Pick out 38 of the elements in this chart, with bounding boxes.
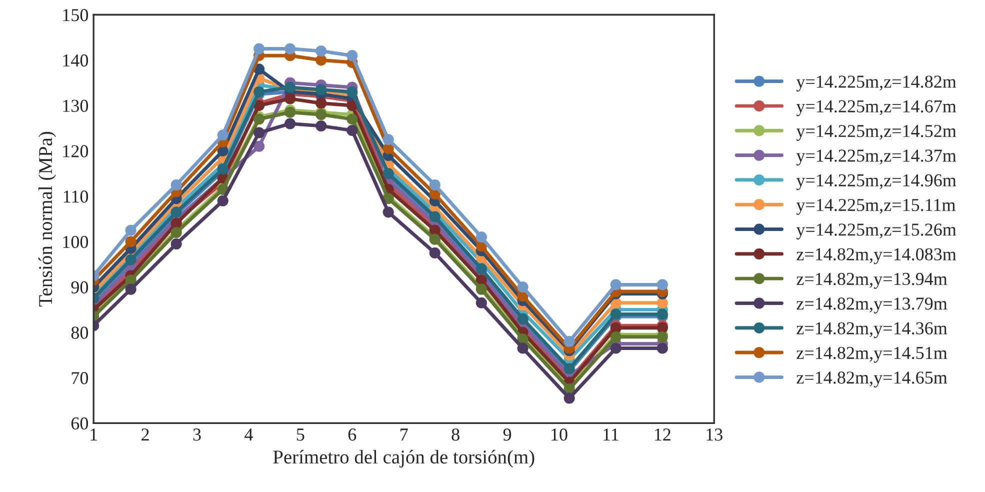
legend-label: z=14.82m,y=13.94m bbox=[796, 272, 948, 289]
legend-label: z=14.82m,y=14.36m bbox=[796, 322, 948, 338]
legend-label: z=14.82m,y=14.083m bbox=[796, 248, 956, 264]
y-tick-label: 120 bbox=[63, 145, 88, 158]
y-axis-title: Tensión normal (MPa) bbox=[38, 132, 56, 306]
x-tick-label: 13 bbox=[706, 428, 722, 441]
y-tick-label: 140 bbox=[63, 54, 88, 67]
x-tick-label: 11 bbox=[604, 428, 618, 441]
legend-label: z=14.82m,y=14.51m bbox=[796, 346, 948, 363]
x-tick-label: 12 bbox=[654, 428, 670, 441]
x-tick-label: 6 bbox=[348, 428, 356, 441]
x-tick-label: 4 bbox=[244, 428, 253, 441]
x-tick-label: 2 bbox=[142, 428, 149, 441]
legend-label: y=14.225m,z=14.52m bbox=[796, 124, 956, 141]
legend-label: z=14.82m,y=13.79m bbox=[796, 298, 948, 314]
x-tick-label: 8 bbox=[452, 428, 460, 441]
y-tick-label: 150 bbox=[63, 9, 88, 22]
y-tick-label: 70 bbox=[72, 372, 88, 384]
y-tick-label: 60 bbox=[71, 417, 88, 430]
x-tick-label: 3 bbox=[193, 428, 201, 441]
x-tick-label: 1 bbox=[90, 428, 98, 441]
legend-label: z=14.82m,y=14.65m bbox=[796, 372, 948, 388]
legend-label: y=14.225m,z=14.37m bbox=[796, 150, 956, 166]
y-tick-label: 90 bbox=[71, 281, 88, 294]
x-tick-label: 9 bbox=[503, 428, 512, 441]
legend-label: y=14.225m,z=15.11m bbox=[796, 198, 956, 215]
legend-label: y=14.225m,z=14.67m bbox=[796, 100, 956, 116]
legend-label: y=14.225m,z=14.96m bbox=[796, 174, 956, 190]
y-tick-label: 130 bbox=[63, 100, 88, 112]
x-axis-title: Perímetro del cajón de torsión(m) bbox=[273, 450, 534, 468]
y-tick-label: 80 bbox=[71, 326, 88, 339]
legend-label: y=14.225m,z=15.26m bbox=[796, 224, 956, 240]
y-tick-label: 110 bbox=[64, 190, 88, 203]
x-tick-label: 7 bbox=[400, 428, 408, 441]
x-tick-label: 5 bbox=[296, 428, 304, 441]
y-tick-label: 100 bbox=[63, 236, 88, 248]
legend-label: y=14.225m,z=14.82m bbox=[796, 76, 956, 92]
x-tick-label: 10 bbox=[552, 428, 568, 441]
